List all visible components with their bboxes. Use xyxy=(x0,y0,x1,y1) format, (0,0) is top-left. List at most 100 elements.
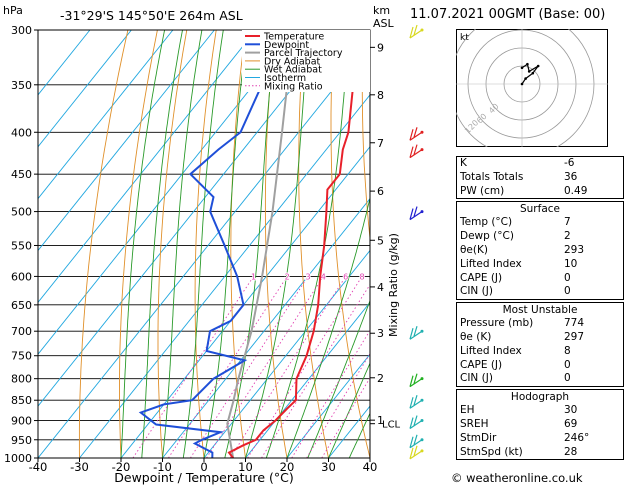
mu-li-label: Lifted Index xyxy=(460,344,522,357)
sreh-label: SREH xyxy=(460,417,489,430)
isotherm--90 xyxy=(38,30,174,200)
wind-barb-feather-b-6 xyxy=(413,395,418,406)
stmdir-label: StmDir xyxy=(460,431,497,444)
mixing-ratio-line-16 xyxy=(291,329,370,458)
pressure-label-850: 850 xyxy=(11,394,32,407)
temperature-line xyxy=(227,30,357,458)
isotherm--30 xyxy=(79,94,370,458)
wind-barb-1 xyxy=(409,127,424,141)
x-tick-label--10: -10 xyxy=(153,460,172,474)
hodo-point-5 xyxy=(526,62,529,66)
hodo-point-4 xyxy=(527,70,531,73)
surface-temp-label: Temp (°C) xyxy=(460,216,513,229)
mixing-ratio-line-8 xyxy=(247,276,363,458)
legend-label-2: Parcel Trajectory xyxy=(264,48,343,59)
mixing-ratio-label-6: 6 xyxy=(343,272,348,281)
copyright-text: © weatheronline.co.uk xyxy=(451,471,583,485)
mixing-ratio-line-1 xyxy=(132,276,254,458)
isotherm-20 xyxy=(286,353,370,458)
k-index-row: K -6 xyxy=(460,157,620,171)
pressure-label-300: 300 xyxy=(11,24,32,37)
mu-pressure-value: 774 xyxy=(564,317,585,330)
mu-cape-label: CAPE (J) xyxy=(460,358,503,371)
mu-cape-row: CAPE (J) 0 xyxy=(460,359,620,373)
wind-barb-feather-b-2 xyxy=(413,144,418,155)
stmspd-row: StmSpd (kt) 28 xyxy=(460,446,620,460)
dry-adiabat-40 xyxy=(330,30,370,458)
mixing-ratio-label-20: 20 xyxy=(412,272,422,281)
pressure-label-1000: 1000 xyxy=(4,452,32,465)
surface-dewp-row: Dewp (°C) 2 xyxy=(460,230,620,244)
mu-theta-value: 297 xyxy=(564,330,585,343)
legend-label-4: Wet Adiabat xyxy=(264,65,322,76)
eh-label: EH xyxy=(460,404,475,417)
wind-barb-staff-9 xyxy=(409,450,423,460)
dry-adiabat-20 xyxy=(264,30,288,458)
stmdir-row: StmDir 246° xyxy=(460,432,620,446)
wind-barb-dot-2 xyxy=(420,148,424,152)
hodograph-unit-label: kt xyxy=(460,33,469,43)
stmspd-label: StmSpd (kt) xyxy=(460,445,523,458)
wind-barb-staff-3 xyxy=(409,211,423,221)
wind-barb-feather-a-9 xyxy=(409,447,414,459)
wind-barb-feather-b-7 xyxy=(413,415,418,426)
wind-barb-dot-0 xyxy=(420,28,424,32)
wet-adiabat--10 xyxy=(162,30,203,458)
pressure-label-650: 650 xyxy=(11,299,32,312)
stmspd-value: 28 xyxy=(564,445,578,458)
pressure-label-800: 800 xyxy=(11,373,32,386)
height-unit-sub-label: ASL xyxy=(373,17,395,30)
parcel-trajectory-line xyxy=(226,30,295,458)
totals-totals-label: Totals Totals xyxy=(460,170,524,183)
wind-barb-staff-8 xyxy=(409,439,423,449)
mixing-ratio-label-1: 1 xyxy=(251,272,256,281)
mixing-ratio-label-3: 3 xyxy=(305,272,310,281)
legend-label-6: Mixing Ratio xyxy=(264,81,323,92)
wind-barb-dot-6 xyxy=(420,398,424,402)
legend-label-5: Isotherm xyxy=(264,73,306,84)
pressure-label-950: 950 xyxy=(11,434,32,447)
pw-value: 0.49 xyxy=(564,184,588,197)
wind-barb-feather-b-8 xyxy=(413,434,418,445)
wind-barbs xyxy=(409,24,424,460)
mixing-ratio-label-2: 2 xyxy=(285,272,290,281)
x-tick-label-10: 10 xyxy=(238,460,253,474)
height-label-6: 6 xyxy=(377,185,384,198)
wet-adiabat--20 xyxy=(120,30,166,458)
isotherm-10 xyxy=(245,301,370,458)
mu-pressure-row: Pressure (mb) 774 xyxy=(460,317,620,331)
hodo-point-0 xyxy=(520,82,524,86)
pressure-label-700: 700 xyxy=(11,325,32,338)
wind-barb-feather-b-3 xyxy=(413,206,418,217)
location-title: -31°29'S 145°50'E 264m ASL xyxy=(60,8,243,23)
isotherm--60 xyxy=(38,30,298,355)
indices-block: K -6 Totals Totals 36 PW (cm) 0.49 xyxy=(456,156,624,200)
surface-cin-value: 0 xyxy=(564,285,571,298)
wind-barb-staff-6 xyxy=(409,399,423,409)
wet-adiabat-20 xyxy=(286,196,370,458)
wind-barb-dot-1 xyxy=(420,130,424,134)
surface-dewp-label: Dewp (°C) xyxy=(460,230,514,243)
profiles-layer: 1 2 3 4 6 8 10 16 20 25 xyxy=(138,30,437,458)
x-tick-label-20: 20 xyxy=(280,460,295,474)
height-label-7: 7 xyxy=(377,137,384,150)
mu-theta-row: θe (K) 297 xyxy=(460,331,620,345)
wind-barb-staff-1 xyxy=(409,131,423,141)
x-tick-label-30: 30 xyxy=(321,460,336,474)
isotherm--70 xyxy=(38,30,257,304)
pw-row: PW (cm) 0.49 xyxy=(460,185,620,199)
surface-title: Surface xyxy=(519,203,560,216)
mixing-ratio-axis-label: Mixing Ratio (g/kg) xyxy=(387,233,400,337)
axes-layer: -40 -30 -20 -10 0 10 20 30 40 300 350 400 450 500 550 6… xyxy=(4,24,401,474)
wind-barb-feather-a-0 xyxy=(409,26,414,39)
pressure-label-900: 900 xyxy=(11,415,32,428)
surface-cin-label: CIN (J) xyxy=(460,285,493,298)
lcl-label: LCL xyxy=(382,420,401,431)
mu-pressure-label: Pressure (mb) xyxy=(460,317,534,330)
wind-barb-dot-4 xyxy=(420,329,424,333)
dry-adiabat--10 xyxy=(157,30,188,458)
mixing-ratio-label-25: 25 xyxy=(427,272,437,281)
x-tick-label-0: 0 xyxy=(200,460,207,474)
wind-barb-feather-a-5 xyxy=(409,375,414,387)
